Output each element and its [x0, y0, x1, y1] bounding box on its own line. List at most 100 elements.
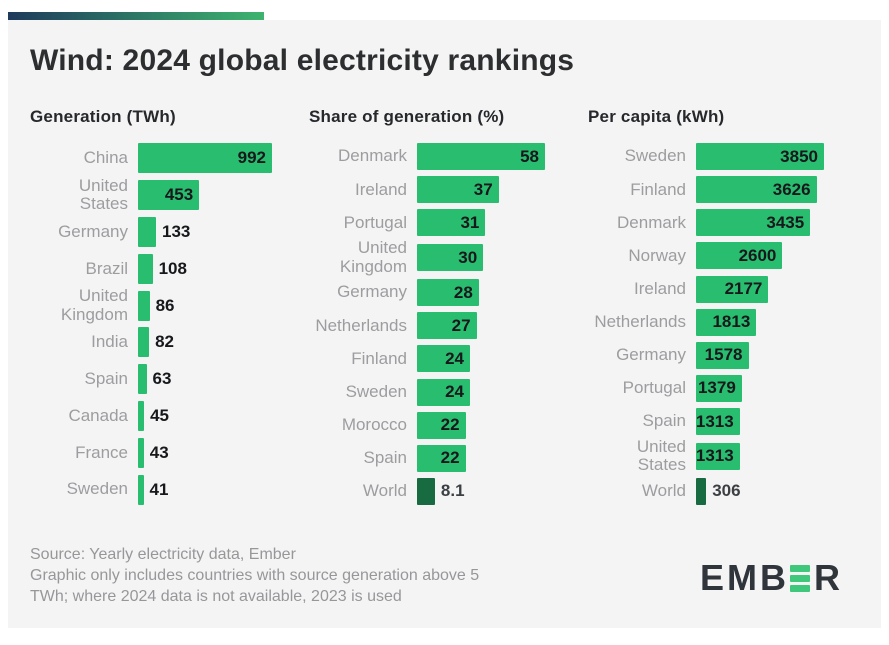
bar-row: Portugal 1379: [588, 372, 851, 405]
chart-generation-twh: Generation (TWh) China 992 United States 453…: [30, 107, 293, 508]
bar: 3626: [696, 176, 817, 204]
category-label: World: [641, 481, 686, 501]
category-label: Brazil: [85, 258, 128, 278]
bar-row: France 43: [30, 434, 293, 471]
bar: 1313: [696, 408, 740, 436]
value-label: 31: [460, 212, 480, 232]
bar: 31: [417, 209, 486, 237]
category-label: China: [83, 148, 128, 168]
value-label: 3435: [766, 212, 805, 232]
value-label: 108: [158, 258, 187, 278]
category-label: Sweden: [66, 479, 128, 499]
value-label: 1578: [704, 345, 743, 365]
source-line-2: Graphic only includes countries with sou…: [30, 567, 480, 584]
bar-area: 22: [417, 409, 572, 442]
bar-area: 8.1: [417, 475, 572, 508]
charts-row: Generation (TWh) China 992 United States 453…: [30, 107, 859, 508]
category-label: Canada: [68, 405, 128, 425]
bar: [138, 400, 145, 431]
category-label: United States: [78, 175, 128, 214]
value-label: 24: [445, 382, 464, 402]
category-label: India: [91, 332, 128, 352]
bar-area: 63: [138, 361, 293, 398]
category-label: Norway: [628, 245, 686, 265]
bar-area: 43: [138, 434, 293, 471]
bar-area: 86: [138, 287, 293, 324]
category-label: Germany: [58, 221, 128, 241]
value-label: 58: [520, 146, 539, 166]
value-label: 306: [712, 481, 741, 501]
source-line-1: Source: Yearly electricity data, Ember: [30, 546, 296, 563]
bar-row: Norway 2600: [588, 239, 851, 272]
value-label: 1313: [695, 446, 734, 466]
value-label: 2600: [738, 245, 777, 265]
logo-text-suffix: R: [814, 557, 843, 598]
bar: 28: [417, 279, 479, 307]
bar-area: 24: [417, 375, 572, 408]
category-label: Finland: [630, 179, 686, 199]
bar: 1313: [695, 442, 740, 470]
bar-area: 992: [138, 140, 293, 177]
category-label: Finland: [351, 348, 407, 368]
logo-green-e-icon: [790, 564, 810, 592]
value-label: 43: [149, 442, 169, 462]
category-label: Netherlands: [594, 312, 686, 331]
bar: [138, 253, 153, 284]
value-label: 453: [164, 185, 194, 205]
bar-area: 82: [138, 324, 293, 361]
bar: [138, 327, 150, 358]
bar-area: 22: [417, 442, 572, 475]
bar: 22: [417, 444, 466, 472]
bar-row: World 8.1: [309, 475, 572, 508]
bar-row: Netherlands 1813: [588, 306, 851, 339]
value-label: 1813: [712, 312, 751, 332]
bar-row: Germany 28: [309, 276, 572, 309]
bar-area: 1379: [696, 372, 851, 405]
bar-row: United Kingdom 30: [309, 239, 572, 276]
category-label: Ireland: [634, 278, 686, 298]
bar-area: 28: [417, 276, 572, 309]
bar: 2177: [696, 275, 769, 303]
chart-title: Per capita (kWh): [588, 107, 725, 126]
bar-area: 306: [696, 475, 851, 508]
bar: [138, 216, 156, 247]
bar-area: 1578: [696, 339, 851, 372]
bar-rows: Denmark 58 Ireland 37 Portugal 31 United Kingd…: [309, 140, 572, 508]
bar: 453: [138, 180, 200, 211]
value-label: 37: [473, 179, 493, 199]
bar-area: 45: [138, 398, 293, 435]
bar-area: 453: [138, 177, 293, 214]
bar-area: 3626: [696, 173, 851, 206]
bar-area: 1313: [696, 405, 851, 438]
bar-area: 1313: [696, 438, 851, 475]
bar-row: Ireland 37: [309, 173, 572, 206]
value-label: 8.1: [440, 481, 465, 501]
bar-area: 37: [417, 173, 572, 206]
bar-row: Finland 3626: [588, 173, 851, 206]
category-label: Portugal: [622, 378, 686, 398]
bar-row: Spain 63: [30, 361, 293, 398]
page-title: Wind: 2024 global electricity rankings: [30, 44, 575, 77]
bar-row: Spain 1313: [588, 405, 851, 438]
bar: 27: [417, 312, 477, 340]
bar-row: Germany 133: [30, 214, 293, 251]
bar-area: 2600: [696, 239, 851, 272]
bar-row: China 992: [30, 140, 293, 177]
bar: [138, 290, 150, 321]
value-label: 3850: [780, 146, 818, 166]
source-line-3: TWh; where 2024 data is not available, 2…: [30, 588, 402, 605]
category-label: Germany: [337, 282, 407, 302]
bar-area: 3850: [696, 140, 851, 173]
bar-area: 1813: [696, 306, 851, 339]
bar-area: 27: [417, 309, 572, 342]
accent-gradient-bar: [8, 12, 264, 20]
bar-row: Canada 45: [30, 398, 293, 435]
bar-row: Netherlands 27: [309, 309, 572, 342]
value-label: 1379: [697, 378, 736, 398]
value-label: 28: [453, 282, 473, 302]
category-label: Spain: [84, 369, 128, 388]
category-label: United States: [636, 437, 686, 475]
bar-rows: Sweden 3850 Finland 3626 Denmark 3435 Norway 26…: [588, 140, 851, 508]
bar-area: 31: [417, 206, 572, 239]
category-label: Spain: [642, 411, 686, 431]
